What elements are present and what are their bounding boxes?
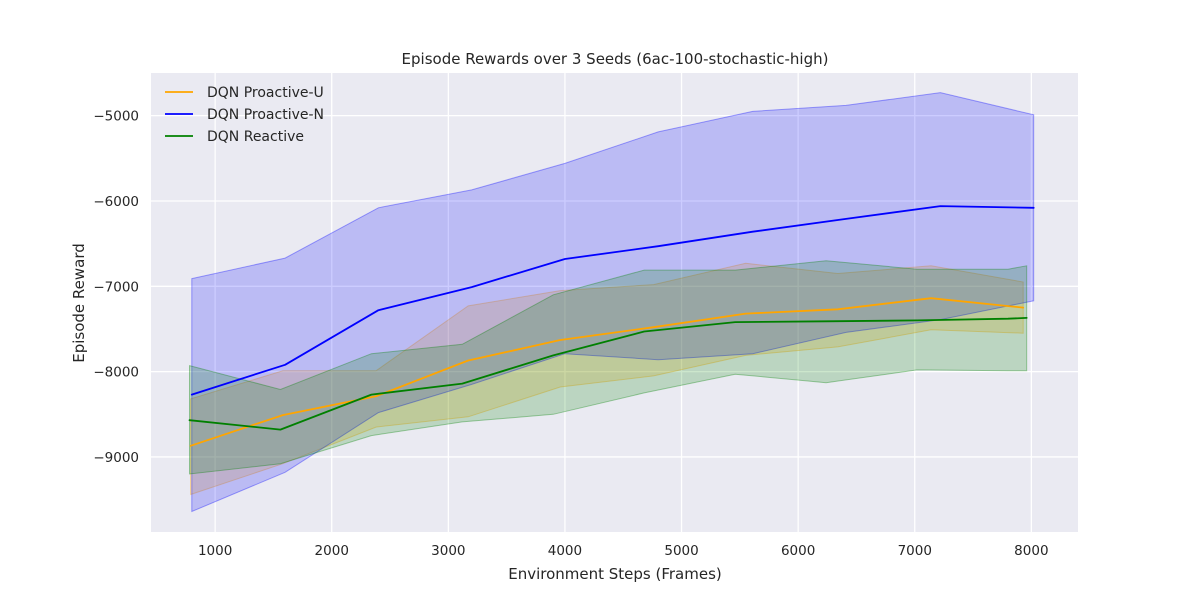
x-tick-label: 4000 <box>548 543 582 559</box>
y-tick-label: −5000 <box>93 109 139 125</box>
dqn-proactive-n-line <box>190 205 1035 396</box>
x-tick-label: 2000 <box>315 543 349 559</box>
x-tick-label: 5000 <box>664 543 698 559</box>
grid-lines <box>151 73 1078 532</box>
x-tick-label: 6000 <box>781 543 815 559</box>
dqn-reactive-line <box>188 316 1028 431</box>
series-lines <box>188 205 1035 447</box>
dqn-proactive-n-band <box>191 92 1035 513</box>
x-tick-label: 3000 <box>431 543 465 559</box>
legend-label: DQN Proactive-N <box>207 107 324 123</box>
legend: DQN Proactive-U DQN Proactive-N DQN Reacti… <box>165 85 324 145</box>
y-tick-label: −6000 <box>93 194 139 210</box>
plot-area <box>151 73 1078 532</box>
x-tick-label: 8000 <box>1014 543 1048 559</box>
y-axis-label: Episode Reward <box>70 243 88 363</box>
tick-labels: 1000 2000 3000 4000 5000 6000 7000 8000 −9000 −80… <box>93 109 1048 559</box>
legend-label: DQN Proactive-U <box>207 85 324 101</box>
legend-label: DQN Reactive <box>207 129 304 145</box>
dqn-reactive-band <box>189 260 1028 475</box>
chart-title: Episode Rewards over 3 Seeds (6ac-100-st… <box>402 50 829 68</box>
dqn-proactive-u-line <box>189 297 1025 447</box>
y-tick-label: −9000 <box>93 450 139 466</box>
x-tick-label: 1000 <box>198 543 232 559</box>
y-tick-label: −7000 <box>93 279 139 295</box>
x-tick-label: 7000 <box>898 543 932 559</box>
y-tick-label: −8000 <box>93 365 139 381</box>
x-axis-label: Environment Steps (Frames) <box>508 565 722 583</box>
